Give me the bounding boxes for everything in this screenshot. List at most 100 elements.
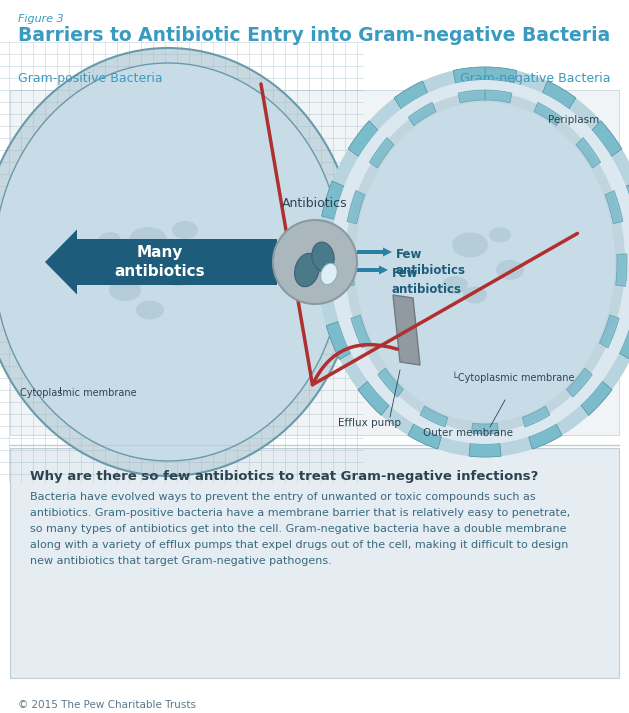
Polygon shape <box>616 254 627 287</box>
Ellipse shape <box>312 242 334 272</box>
Text: Gram-positive Bacteria: Gram-positive Bacteria <box>18 72 163 85</box>
Polygon shape <box>605 190 623 224</box>
Ellipse shape <box>442 276 468 294</box>
FancyArrow shape <box>357 265 388 275</box>
Polygon shape <box>522 406 550 427</box>
Ellipse shape <box>0 62 343 462</box>
Ellipse shape <box>109 279 141 301</box>
Text: new antibiotics that target Gram-negative pathogens.: new antibiotics that target Gram-negativ… <box>30 556 331 566</box>
Polygon shape <box>534 103 562 125</box>
Polygon shape <box>326 322 351 359</box>
Text: Outer membrane: Outer membrane <box>423 428 513 438</box>
Polygon shape <box>543 81 576 109</box>
Polygon shape <box>408 424 442 449</box>
Polygon shape <box>358 381 389 415</box>
Polygon shape <box>454 67 485 83</box>
Polygon shape <box>485 67 517 83</box>
Ellipse shape <box>109 279 141 301</box>
Ellipse shape <box>345 92 625 432</box>
Polygon shape <box>317 252 331 289</box>
Ellipse shape <box>163 264 193 286</box>
Polygon shape <box>576 138 601 168</box>
Polygon shape <box>317 252 331 289</box>
Ellipse shape <box>0 48 357 476</box>
Polygon shape <box>592 121 622 156</box>
Polygon shape <box>599 315 619 348</box>
Ellipse shape <box>136 300 164 319</box>
Polygon shape <box>469 443 501 457</box>
Ellipse shape <box>163 264 193 286</box>
Polygon shape <box>626 181 629 219</box>
Text: Efflux pump: Efflux pump <box>338 418 401 428</box>
Ellipse shape <box>172 221 198 239</box>
Polygon shape <box>377 368 403 397</box>
Circle shape <box>273 220 357 304</box>
Polygon shape <box>322 181 344 219</box>
Text: Few
antibiotics: Few antibiotics <box>392 267 462 296</box>
Ellipse shape <box>463 287 487 304</box>
Polygon shape <box>347 190 365 224</box>
Ellipse shape <box>355 102 615 422</box>
Polygon shape <box>626 181 629 219</box>
Bar <box>10 448 619 678</box>
Polygon shape <box>454 67 485 83</box>
Polygon shape <box>567 368 593 397</box>
Text: Gram-negative Bacteria: Gram-negative Bacteria <box>460 72 611 85</box>
Polygon shape <box>420 406 448 427</box>
Polygon shape <box>393 295 420 365</box>
Bar <box>10 90 619 435</box>
Polygon shape <box>581 381 612 415</box>
Polygon shape <box>408 424 442 449</box>
Text: Periplasm: Periplasm <box>548 115 599 125</box>
Polygon shape <box>348 121 378 156</box>
Ellipse shape <box>294 253 320 287</box>
Ellipse shape <box>129 227 167 253</box>
Ellipse shape <box>489 227 511 242</box>
Polygon shape <box>581 381 612 415</box>
Ellipse shape <box>0 63 342 461</box>
Text: antibiotics. Gram-positive bacteria have a membrane barrier that is relatively e: antibiotics. Gram-positive bacteria have… <box>30 508 571 518</box>
Polygon shape <box>358 381 389 415</box>
FancyArrowPatch shape <box>261 84 577 385</box>
Text: Why are there so few antibiotics to treat Gram-negative infections?: Why are there so few antibiotics to trea… <box>30 470 538 483</box>
Ellipse shape <box>355 102 615 422</box>
Polygon shape <box>394 81 427 109</box>
Polygon shape <box>322 181 344 219</box>
Polygon shape <box>619 322 629 359</box>
Ellipse shape <box>0 63 342 461</box>
Text: Bacteria have evolved ways to prevent the entry of unwanted or toxic compounds s: Bacteria have evolved ways to prevent th… <box>30 492 536 502</box>
Polygon shape <box>619 322 629 359</box>
FancyArrow shape <box>45 230 277 294</box>
Polygon shape <box>458 90 485 103</box>
Polygon shape <box>343 254 354 287</box>
Polygon shape <box>485 90 512 103</box>
Ellipse shape <box>317 67 629 457</box>
Text: Many
antibiotics: Many antibiotics <box>114 245 205 279</box>
Text: Barriers to Antibiotic Entry into Gram-negative Bacteria: Barriers to Antibiotic Entry into Gram-n… <box>18 26 610 45</box>
Ellipse shape <box>452 232 488 257</box>
Polygon shape <box>472 424 499 434</box>
Polygon shape <box>528 424 562 449</box>
Ellipse shape <box>136 300 164 319</box>
Polygon shape <box>485 67 517 83</box>
Text: © 2015 The Pew Charitable Trusts: © 2015 The Pew Charitable Trusts <box>18 700 196 710</box>
FancyArrow shape <box>357 247 392 257</box>
Ellipse shape <box>172 221 198 239</box>
Polygon shape <box>348 121 378 156</box>
Polygon shape <box>369 138 394 168</box>
Text: Antibiotics: Antibiotics <box>282 197 348 210</box>
Text: Cytoplasmic membrane: Cytoplasmic membrane <box>20 388 136 398</box>
Ellipse shape <box>99 232 121 248</box>
Ellipse shape <box>330 80 629 444</box>
Polygon shape <box>592 121 622 156</box>
Ellipse shape <box>496 260 524 280</box>
Text: along with a variety of efflux pumps that expel drugs out of the cell, making it: along with a variety of efflux pumps tha… <box>30 540 569 550</box>
Polygon shape <box>351 315 370 348</box>
Text: Figure 3: Figure 3 <box>18 14 64 24</box>
Ellipse shape <box>321 263 337 284</box>
Polygon shape <box>543 81 576 109</box>
Polygon shape <box>326 322 351 359</box>
Text: so many types of antibiotics get into the cell. Gram-negative bacteria have a do: so many types of antibiotics get into th… <box>30 524 567 534</box>
Text: └Cytoplasmic membrane: └Cytoplasmic membrane <box>452 372 574 384</box>
Polygon shape <box>469 443 501 457</box>
